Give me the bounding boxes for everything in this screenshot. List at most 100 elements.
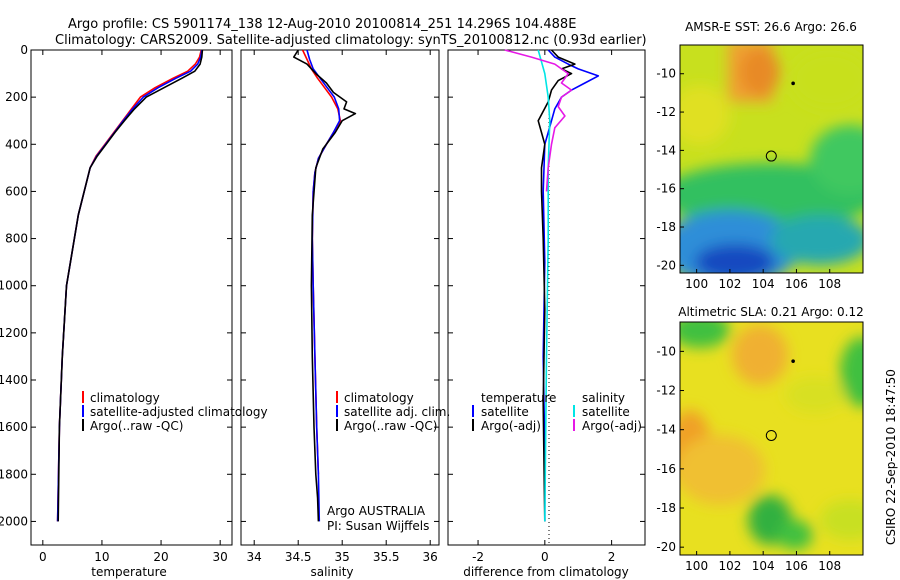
- header-title: Argo profile: CS 5901174_138 12-Aug-2010…: [68, 17, 576, 32]
- sst-map-markers: [765, 81, 795, 162]
- salinity-xlabel: salinity: [310, 565, 353, 579]
- map-y-tick-label: -18: [656, 501, 676, 515]
- legend-label-temp-satellite: satellite: [481, 405, 529, 419]
- temperature-series: [56, 49, 204, 522]
- series-temperature-argo-adj-: [537, 49, 576, 522]
- sla-map-title: Altimetric SLA: 0.21 Argo: 0.12: [678, 305, 863, 319]
- x-tick-label: 34: [247, 550, 262, 564]
- difference-series: [504, 49, 600, 522]
- series-temperature-satellite: [542, 49, 600, 522]
- series-argo-raw-qc-: [292, 49, 357, 522]
- x-tick-label: 0: [541, 550, 549, 564]
- legend-heading-temperature: temperature: [481, 391, 556, 405]
- series-argo-raw-qc-: [57, 49, 204, 522]
- y-tick-label: 600: [5, 184, 28, 198]
- y-tick-label: 800: [5, 232, 28, 246]
- y-tick-label: 1000: [0, 279, 28, 293]
- sst-map-field: [680, 45, 863, 273]
- sst-map-panel: AMSR-E SST: 26.6 Argo: 26.6 100 102 104 106…: [656, 20, 864, 291]
- map-y-tick-label: -10: [656, 344, 676, 358]
- float-annotation-program: Argo AUSTRALIA: [327, 504, 426, 518]
- y-tick-label: 1600: [0, 420, 28, 434]
- y-tick-label: 1800: [0, 467, 28, 481]
- header-subtitle: Climatology: CARS2009. Satellite-adjuste…: [55, 33, 647, 48]
- map-y-tick-label: -14: [656, 423, 676, 437]
- salinity-panel: 34 34.5 35 35.5 36 salinity climatology sate…: [240, 49, 450, 579]
- map-x-tick-label: 104: [752, 277, 775, 291]
- sst-map-title: AMSR-E SST: 26.6 Argo: 26.6: [685, 20, 857, 34]
- y-tick-label: 1400: [0, 373, 28, 387]
- sla-map-markers: [765, 359, 795, 441]
- map-x-tick-label: 106: [785, 277, 808, 291]
- map-x-tick-label: 104: [752, 559, 775, 573]
- profile-location-marker: [765, 150, 777, 162]
- map-y-tick-label: -12: [656, 384, 676, 398]
- sla-map-ticks: 100 102 104 106 108 -10 -12 -14 -16 -18 -20: [656, 344, 841, 573]
- map-y-tick-label: -16: [656, 182, 676, 196]
- legend-label-climatology: climatology: [90, 391, 160, 405]
- x-tick-label: 35.5: [373, 550, 400, 564]
- series-salinity-argo-adj-: [504, 49, 573, 192]
- series-climatology: [301, 49, 342, 475]
- map-x-tick-label: 102: [718, 277, 741, 291]
- float-annotation-pi: PI: Susan Wijffels: [327, 519, 429, 533]
- y-tick-label: 1200: [0, 326, 28, 340]
- map-y-tick-label: -16: [656, 462, 676, 476]
- sla-map-frame: [679, 321, 864, 556]
- temperature-axes: [30, 49, 233, 546]
- map-x-tick-label: 106: [785, 559, 808, 573]
- x-tick-label: 2: [608, 550, 616, 564]
- difference-ticks: -2 0 2: [448, 49, 645, 564]
- temperature-xlabel: temperature: [91, 565, 166, 579]
- difference-axes: [447, 49, 646, 546]
- x-tick-label: 10: [94, 550, 109, 564]
- profile-location-marker: [765, 429, 777, 441]
- x-tick-label: 0: [39, 550, 47, 564]
- x-tick-label: -2: [472, 550, 484, 564]
- series-climatology: [56, 49, 203, 522]
- y-tick-label: 200: [5, 90, 28, 104]
- salinity-axes: [240, 49, 440, 546]
- map-y-tick-label: -18: [656, 220, 676, 234]
- legend-label-satellite: satellite adj. clim.: [344, 405, 450, 419]
- legend-heading-salinity: salinity: [582, 391, 625, 405]
- legend-label-sal-argo: Argo(-adj): [582, 419, 642, 433]
- map-y-tick-label: -14: [656, 143, 676, 157]
- legend-label-argo: Argo(..raw -QC): [90, 419, 183, 433]
- x-tick-label: 36: [423, 550, 438, 564]
- salinity-ticks: 34 34.5 35 35.5 36: [241, 49, 439, 564]
- map-x-tick-label: 100: [685, 277, 708, 291]
- y-tick-label: 2000: [0, 514, 28, 528]
- difference-legend: temperature satellite Argo(-adj) salinit…: [472, 391, 642, 433]
- sla-map-field: [680, 322, 863, 555]
- legend-label-climatology: climatology: [344, 391, 414, 405]
- previous-location-marker: [791, 81, 795, 86]
- map-x-tick-label: 102: [718, 559, 741, 573]
- difference-xlabel: difference from climatology: [463, 565, 629, 579]
- sst-map-frame: [679, 44, 864, 274]
- salinity-series: [292, 49, 357, 522]
- map-y-tick-label: -10: [656, 67, 676, 81]
- x-tick-label: 20: [153, 550, 168, 564]
- difference-panel: -2 0 2 difference from climatology tempera…: [447, 49, 646, 579]
- legend-label-temp-argo: Argo(-adj): [481, 419, 541, 433]
- map-x-tick-label: 100: [685, 559, 708, 573]
- previous-location-marker: [791, 359, 795, 363]
- temperature-panel: 0 10 20 30 0 200 400 600 800 1000 1200 1400 1600 1800…: [0, 43, 268, 579]
- x-tick-label: 35: [335, 550, 350, 564]
- legend-label-sal-satellite: satellite: [582, 405, 630, 419]
- csiro-timestamp: CSIRO 22-Sep-2010 18:47:50: [884, 369, 898, 545]
- temperature-ticks: 0 10 20 30 0 200 400 600 800 1000 1200 1400 1600 1800…: [0, 43, 232, 564]
- sla-map-panel: Altimetric SLA: 0.21 Argo: 0.12 100 102 10…: [656, 305, 864, 573]
- legend-label-argo: Argo(..raw -QC): [344, 419, 437, 433]
- map-x-tick-label: 108: [818, 277, 841, 291]
- map-y-tick-label: -20: [656, 258, 676, 272]
- x-tick-label: 30: [213, 550, 228, 564]
- temperature-legend: climatology satellite-adjusted climatolo…: [82, 391, 268, 433]
- y-tick-label: 0: [20, 43, 28, 57]
- map-y-tick-label: -20: [656, 540, 676, 554]
- sst-map-ticks: 100 102 104 106 108 -10 -12 -14 -16 -18 -20: [656, 67, 841, 291]
- map-y-tick-label: -12: [656, 105, 676, 119]
- x-tick-label: 34.5: [285, 550, 312, 564]
